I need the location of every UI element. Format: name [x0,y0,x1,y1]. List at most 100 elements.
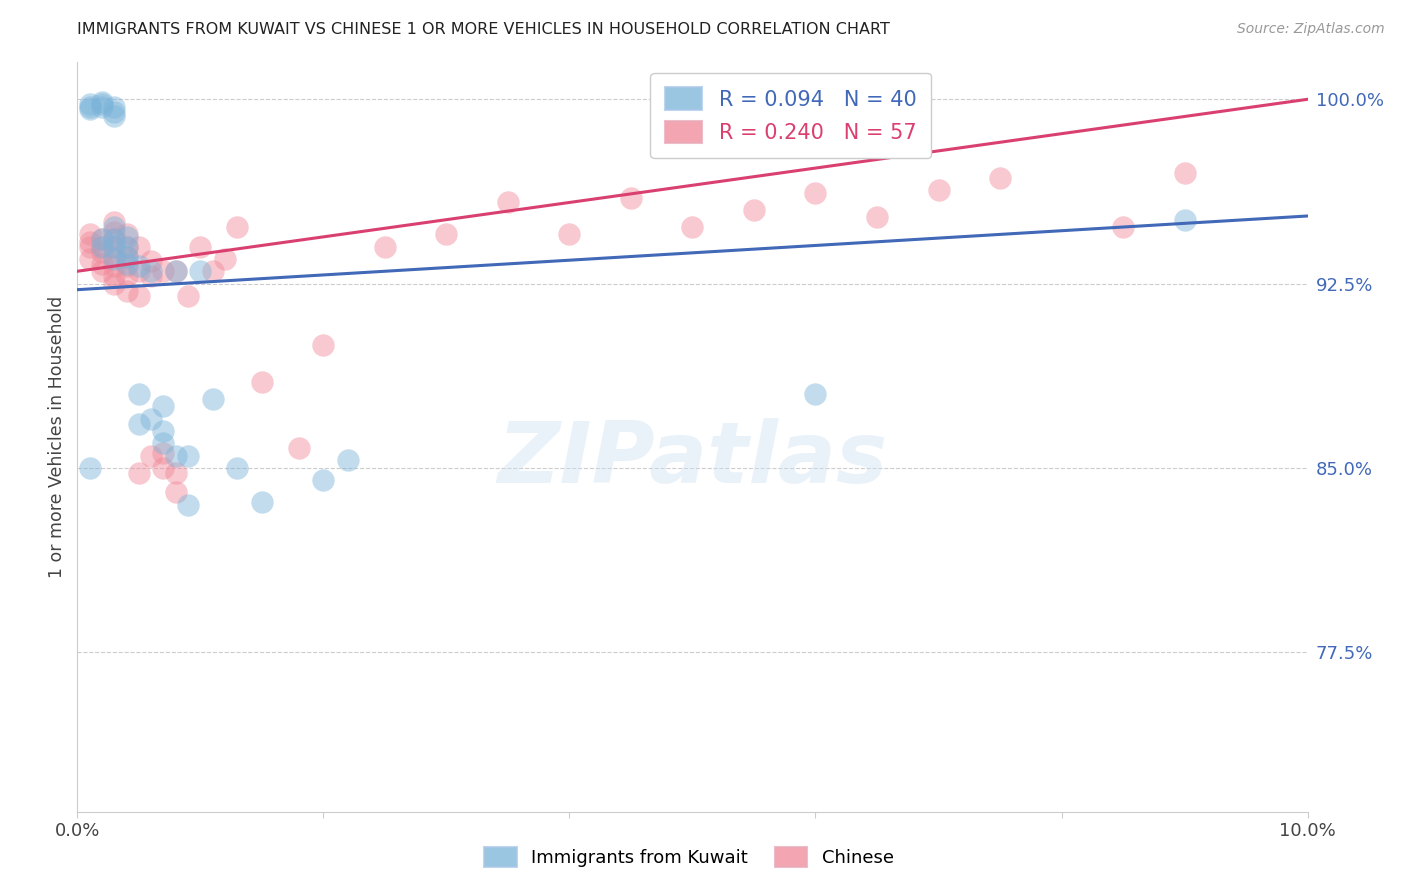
Point [152,264,174,278]
Point [79,102,101,116]
Y-axis label: 1 or more Vehicles in Household: 1 or more Vehicles in Household [48,296,66,578]
Point [866,211,889,225]
Point [79,252,101,266]
Point [128,260,150,274]
Text: ZIPatlas: ZIPatlas [498,418,887,501]
Point [103,260,125,274]
Point [90,244,114,259]
Point [152,436,174,450]
Point [152,424,174,438]
Point [79,240,101,254]
Point [152,400,174,414]
Point [103,232,125,246]
Point [165,466,187,480]
Point [742,202,765,217]
Point [103,250,125,264]
Point [804,387,827,401]
Point [288,441,311,455]
Legend: Immigrants from Kuwait, Chinese: Immigrants from Kuwait, Chinese [475,838,903,876]
Point [177,289,200,303]
Point [115,284,138,298]
Point [165,264,187,278]
Point [79,235,101,249]
Point [115,240,138,254]
Point [141,269,163,284]
Point [1174,212,1197,227]
Point [79,460,101,475]
Point [201,392,224,406]
Point [90,100,114,114]
Point [90,257,114,271]
Point [115,257,138,271]
Point [103,225,125,239]
Point [988,170,1011,185]
Point [103,232,125,246]
Point [90,240,114,254]
Point [165,485,187,500]
Point [79,227,101,242]
Point [79,100,101,114]
Point [226,220,249,235]
Point [128,417,150,431]
Point [152,460,174,475]
Point [103,220,125,235]
Point [141,449,163,463]
Point [128,289,150,303]
Point [128,264,150,278]
Point [558,227,581,242]
Point [103,104,125,119]
Point [141,411,163,425]
Point [201,264,224,278]
Point [250,495,273,509]
Point [115,269,138,284]
Point [115,240,138,254]
Point [90,97,114,112]
Point [90,240,114,254]
Point [226,460,249,475]
Point [804,186,827,200]
Point [115,230,138,244]
Point [152,446,174,460]
Point [141,254,163,268]
Point [436,227,458,242]
Point [90,264,114,278]
Point [103,215,125,229]
Point [103,240,125,254]
Point [1112,220,1135,235]
Point [165,264,187,278]
Point [682,220,704,235]
Point [103,240,125,254]
Point [214,252,236,266]
Point [250,375,273,389]
Point [312,338,335,352]
Point [337,453,360,467]
Text: Source: ZipAtlas.com: Source: ZipAtlas.com [1237,22,1385,37]
Point [496,195,519,210]
Point [115,250,138,264]
Point [103,269,125,284]
Point [115,227,138,242]
Point [128,466,150,480]
Point [620,190,643,204]
Point [188,240,212,254]
Point [165,449,187,463]
Point [177,498,200,512]
Point [103,110,125,124]
Point [928,183,950,197]
Point [79,97,101,112]
Point [128,387,150,401]
Point [128,240,150,254]
Point [177,449,200,463]
Point [90,232,114,246]
Point [374,240,396,254]
Point [90,95,114,109]
Point [103,277,125,291]
Point [312,473,335,487]
Point [115,250,138,264]
Legend: R = 0.094   N = 40, R = 0.240   N = 57: R = 0.094 N = 40, R = 0.240 N = 57 [651,73,931,158]
Point [188,264,212,278]
Point [1174,166,1197,180]
Point [115,260,138,274]
Point [103,100,125,114]
Point [141,264,163,278]
